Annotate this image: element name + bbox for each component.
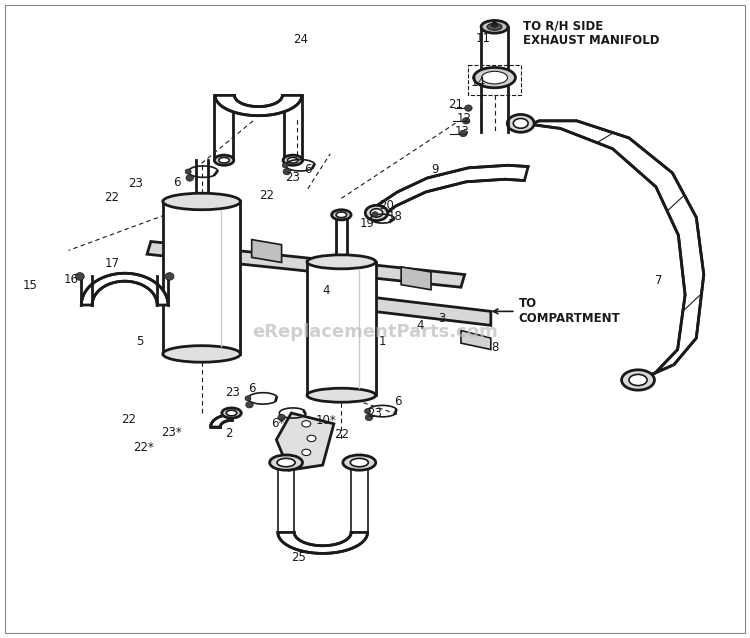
Ellipse shape xyxy=(365,205,388,221)
Ellipse shape xyxy=(277,458,295,467)
Circle shape xyxy=(463,117,470,124)
Text: 23: 23 xyxy=(128,177,143,190)
Ellipse shape xyxy=(163,346,241,362)
Circle shape xyxy=(75,272,84,280)
Ellipse shape xyxy=(283,155,302,165)
Text: 1: 1 xyxy=(379,335,386,348)
Text: 22: 22 xyxy=(104,191,119,204)
Ellipse shape xyxy=(622,370,655,390)
Text: 23: 23 xyxy=(285,172,300,184)
Circle shape xyxy=(185,169,191,174)
Text: 17: 17 xyxy=(104,256,119,270)
Text: 23: 23 xyxy=(226,385,241,399)
Circle shape xyxy=(283,168,290,175)
Ellipse shape xyxy=(507,114,534,132)
Polygon shape xyxy=(252,240,281,262)
Ellipse shape xyxy=(307,389,376,402)
Ellipse shape xyxy=(270,455,302,470)
Ellipse shape xyxy=(307,435,316,441)
Circle shape xyxy=(278,414,285,420)
Text: 14: 14 xyxy=(470,76,485,89)
Ellipse shape xyxy=(513,119,528,128)
Circle shape xyxy=(372,212,378,217)
Ellipse shape xyxy=(488,24,502,30)
Text: 9: 9 xyxy=(431,163,439,176)
Text: 19: 19 xyxy=(360,217,375,230)
Text: 10*: 10* xyxy=(316,414,337,427)
Text: 6*: 6* xyxy=(272,417,284,430)
Polygon shape xyxy=(307,262,376,395)
Ellipse shape xyxy=(214,155,234,165)
Text: 13: 13 xyxy=(454,125,469,138)
Ellipse shape xyxy=(370,209,382,217)
Text: 6: 6 xyxy=(304,163,311,176)
Polygon shape xyxy=(376,165,528,221)
Text: eReplacementParts.com: eReplacementParts.com xyxy=(252,323,498,341)
Ellipse shape xyxy=(336,212,346,218)
Circle shape xyxy=(465,105,472,111)
Text: 7: 7 xyxy=(656,274,663,287)
Text: 6: 6 xyxy=(394,395,401,408)
Polygon shape xyxy=(147,242,465,287)
Ellipse shape xyxy=(629,375,647,385)
Text: 4: 4 xyxy=(322,284,330,297)
Text: 23*: 23* xyxy=(161,426,182,438)
Text: 20: 20 xyxy=(380,200,394,212)
Circle shape xyxy=(365,414,373,420)
Text: 22: 22 xyxy=(260,189,274,202)
Polygon shape xyxy=(81,273,168,305)
Ellipse shape xyxy=(222,408,242,418)
Text: 22: 22 xyxy=(121,413,136,426)
Text: 25: 25 xyxy=(291,551,306,565)
Text: 2: 2 xyxy=(226,427,233,440)
Circle shape xyxy=(282,163,288,168)
Text: 15: 15 xyxy=(22,279,38,292)
Text: 3: 3 xyxy=(439,313,446,325)
Circle shape xyxy=(460,130,467,137)
Circle shape xyxy=(364,408,370,413)
Polygon shape xyxy=(211,415,232,427)
Circle shape xyxy=(165,272,174,280)
Polygon shape xyxy=(278,533,368,553)
Polygon shape xyxy=(341,293,490,325)
Text: 18: 18 xyxy=(388,210,403,223)
Text: 24: 24 xyxy=(292,33,308,46)
Ellipse shape xyxy=(302,420,310,427)
Ellipse shape xyxy=(474,68,515,88)
Ellipse shape xyxy=(219,158,230,163)
Text: 6: 6 xyxy=(173,176,181,189)
Text: 23: 23 xyxy=(368,406,382,420)
Text: 5: 5 xyxy=(136,335,143,348)
Circle shape xyxy=(186,175,194,181)
Text: 8: 8 xyxy=(490,341,498,354)
Ellipse shape xyxy=(481,20,508,33)
Text: TO
COMPARTMENT: TO COMPARTMENT xyxy=(494,297,620,325)
Text: 4: 4 xyxy=(416,319,424,332)
Polygon shape xyxy=(461,330,490,350)
Text: 22: 22 xyxy=(334,428,349,441)
Ellipse shape xyxy=(350,458,368,467)
Ellipse shape xyxy=(302,449,310,456)
Ellipse shape xyxy=(343,455,376,470)
Text: 21: 21 xyxy=(448,98,464,111)
Ellipse shape xyxy=(226,410,237,416)
Text: 16: 16 xyxy=(64,273,79,286)
Text: TO R/H SIDE
EXHAUST MANIFOLD: TO R/H SIDE EXHAUST MANIFOLD xyxy=(523,19,659,47)
Circle shape xyxy=(245,396,251,401)
Polygon shape xyxy=(401,267,431,290)
Ellipse shape xyxy=(307,255,376,269)
Polygon shape xyxy=(215,96,302,115)
Polygon shape xyxy=(276,413,334,470)
Ellipse shape xyxy=(163,193,241,210)
Polygon shape xyxy=(513,121,703,384)
Circle shape xyxy=(246,401,254,408)
Text: 12: 12 xyxy=(458,112,472,126)
Text: 6: 6 xyxy=(248,382,256,396)
Text: 11: 11 xyxy=(476,32,490,45)
Ellipse shape xyxy=(287,158,298,163)
Text: 22*: 22* xyxy=(133,441,154,454)
Polygon shape xyxy=(163,202,241,354)
Ellipse shape xyxy=(332,210,351,220)
Ellipse shape xyxy=(482,71,508,84)
